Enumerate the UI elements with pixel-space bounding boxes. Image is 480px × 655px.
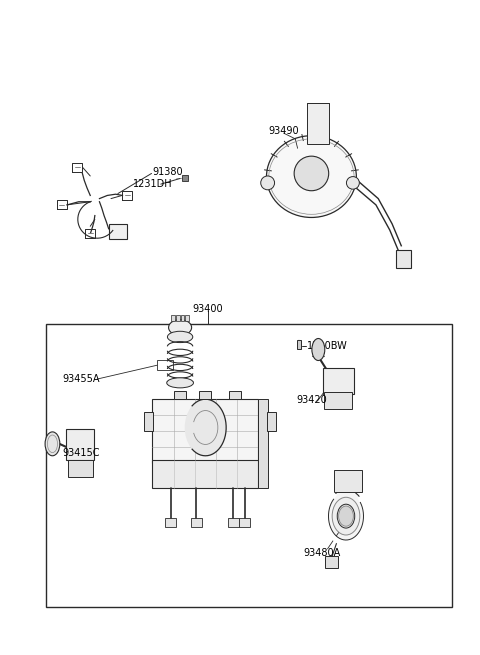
Bar — [165, 518, 177, 527]
Bar — [108, 224, 127, 240]
Circle shape — [338, 506, 353, 526]
Text: 91380: 91380 — [153, 166, 183, 177]
Ellipse shape — [326, 489, 366, 543]
Ellipse shape — [261, 176, 275, 190]
Text: 93480A: 93480A — [303, 548, 341, 557]
Bar — [335, 470, 362, 493]
Ellipse shape — [266, 136, 356, 217]
Text: 93415C: 93415C — [62, 448, 100, 458]
Bar — [66, 430, 94, 460]
Text: 93400: 93400 — [192, 304, 223, 314]
Bar — [157, 360, 173, 370]
Ellipse shape — [45, 432, 60, 456]
Bar — [144, 413, 154, 431]
Text: 93420: 93420 — [296, 395, 327, 405]
Bar — [182, 176, 188, 181]
Ellipse shape — [294, 156, 329, 191]
Bar — [323, 368, 354, 394]
Bar — [229, 391, 241, 399]
Text: 93455A: 93455A — [62, 374, 100, 384]
Bar — [258, 399, 268, 488]
Bar — [176, 315, 180, 321]
Bar — [396, 250, 411, 268]
Ellipse shape — [312, 339, 325, 360]
Bar — [180, 315, 184, 321]
Bar — [307, 103, 329, 144]
Bar — [200, 391, 211, 399]
Ellipse shape — [337, 504, 355, 528]
Bar — [324, 392, 352, 409]
Bar — [174, 391, 186, 399]
Ellipse shape — [167, 378, 193, 388]
Text: 1220BW: 1220BW — [307, 341, 348, 351]
Bar — [267, 413, 276, 431]
Text: 1231DH: 1231DH — [133, 179, 173, 189]
Bar — [68, 460, 93, 477]
Ellipse shape — [347, 177, 360, 189]
Bar — [153, 399, 258, 462]
Bar — [171, 315, 175, 321]
Circle shape — [185, 399, 226, 456]
Ellipse shape — [168, 320, 192, 335]
Bar — [153, 460, 258, 488]
Bar — [297, 340, 301, 349]
Bar — [191, 518, 202, 527]
Text: 93490: 93490 — [269, 126, 299, 136]
Bar — [185, 315, 189, 321]
Bar — [228, 518, 239, 527]
Ellipse shape — [332, 497, 360, 535]
Bar — [239, 518, 250, 527]
Bar — [325, 556, 338, 568]
Ellipse shape — [168, 331, 193, 343]
Bar — [47, 324, 452, 607]
